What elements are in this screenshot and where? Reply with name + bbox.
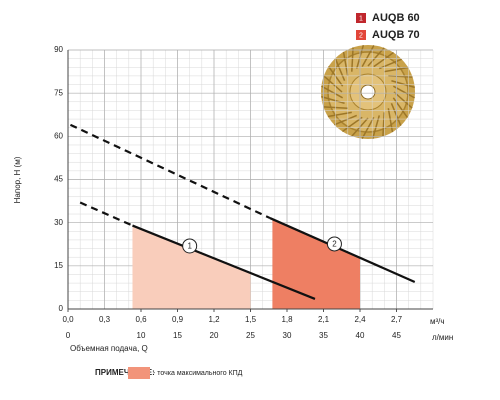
x-unit: м³/ч — [430, 317, 445, 326]
x-tick-label: 1,2 — [208, 315, 220, 324]
impeller-vane — [390, 102, 402, 126]
impeller-vane — [321, 95, 345, 105]
impeller-vane — [373, 51, 394, 68]
curve-segment — [132, 224, 316, 300]
curve-label: 1 — [187, 242, 192, 251]
efficiency-area — [272, 219, 360, 309]
note-text: - точка максимального КПД — [153, 370, 243, 377]
y-tick-label: 75 — [54, 88, 63, 97]
y-tick-label: 60 — [54, 131, 63, 140]
x-tick-label: 0,0 — [62, 315, 74, 324]
x-tick-label: 1,8 — [281, 315, 293, 324]
y-axis-label: Напор, Н (м) — [13, 156, 22, 203]
y-tick-label: 0 — [59, 304, 64, 313]
x-tick-label: 2,1 — [318, 315, 330, 324]
curve-segment — [269, 217, 416, 283]
x-tick-label: 2,7 — [391, 315, 403, 324]
y-tick-label: 15 — [54, 261, 63, 270]
curve-label-circle — [182, 238, 198, 254]
x2-tick-label: 35 — [319, 331, 328, 340]
x-axis-label: Объемная подача, Q — [70, 344, 148, 353]
y-tick-label: 30 — [54, 218, 63, 227]
impeller-vane — [361, 45, 375, 68]
impeller-vane — [393, 91, 413, 109]
x2-tick-label: 10 — [137, 331, 146, 340]
note-swatch — [128, 367, 150, 379]
impeller-hole — [360, 84, 376, 100]
curve-segment — [69, 123, 271, 220]
shades — [132, 219, 360, 309]
efficiency-area — [132, 225, 251, 309]
impeller-vane — [391, 79, 415, 89]
impeller-vane — [323, 75, 343, 93]
x-tick-label: 1,5 — [245, 315, 257, 324]
x2-tick-label: 25 — [246, 331, 255, 340]
x-tick-label: 2,4 — [354, 315, 366, 324]
impeller-vane — [342, 51, 349, 76]
legend-marker — [356, 30, 366, 40]
impeller-vane — [334, 114, 358, 126]
legend-label: AUQB 60 — [372, 12, 420, 24]
x2-tick-label: 45 — [392, 331, 401, 340]
impeller-vane — [392, 85, 415, 99]
x2-tick-label: 0 — [66, 331, 71, 340]
curve-label-circle — [326, 236, 342, 252]
curve-label: 2 — [332, 240, 337, 249]
legend-label: AUQB 70 — [372, 29, 420, 41]
x2-tick-label: 20 — [210, 331, 219, 340]
impeller-vane — [387, 108, 394, 133]
curve-segment — [79, 201, 133, 227]
legend-marker — [356, 13, 366, 23]
impeller-vane — [382, 112, 385, 137]
impeller-vane — [342, 116, 363, 133]
x2-unit: л/мин — [432, 333, 453, 342]
legend-marker-number: 2 — [359, 32, 363, 39]
y-tick-label: 90 — [54, 45, 63, 54]
x-tick-label: 0,9 — [172, 315, 184, 324]
impeller-vane — [392, 97, 409, 118]
impeller-vane — [367, 47, 385, 67]
y-tick-label: 45 — [54, 175, 63, 184]
x-tick-label: 0,3 — [99, 315, 111, 324]
x2-tick-label: 30 — [283, 331, 292, 340]
impeller-vane — [378, 58, 402, 70]
legend-marker-number: 1 — [359, 15, 363, 22]
impeller-vane — [321, 85, 344, 99]
x2-tick-label: 15 — [173, 331, 182, 340]
impeller-vane — [361, 116, 375, 139]
impeller-vane — [351, 47, 354, 72]
x-tick-label: 0,6 — [135, 315, 147, 324]
x2-tick-label: 40 — [356, 331, 365, 340]
note-label: ПРИМЕЧАНИЕ: — [95, 368, 155, 377]
impeller-vane — [334, 58, 346, 82]
